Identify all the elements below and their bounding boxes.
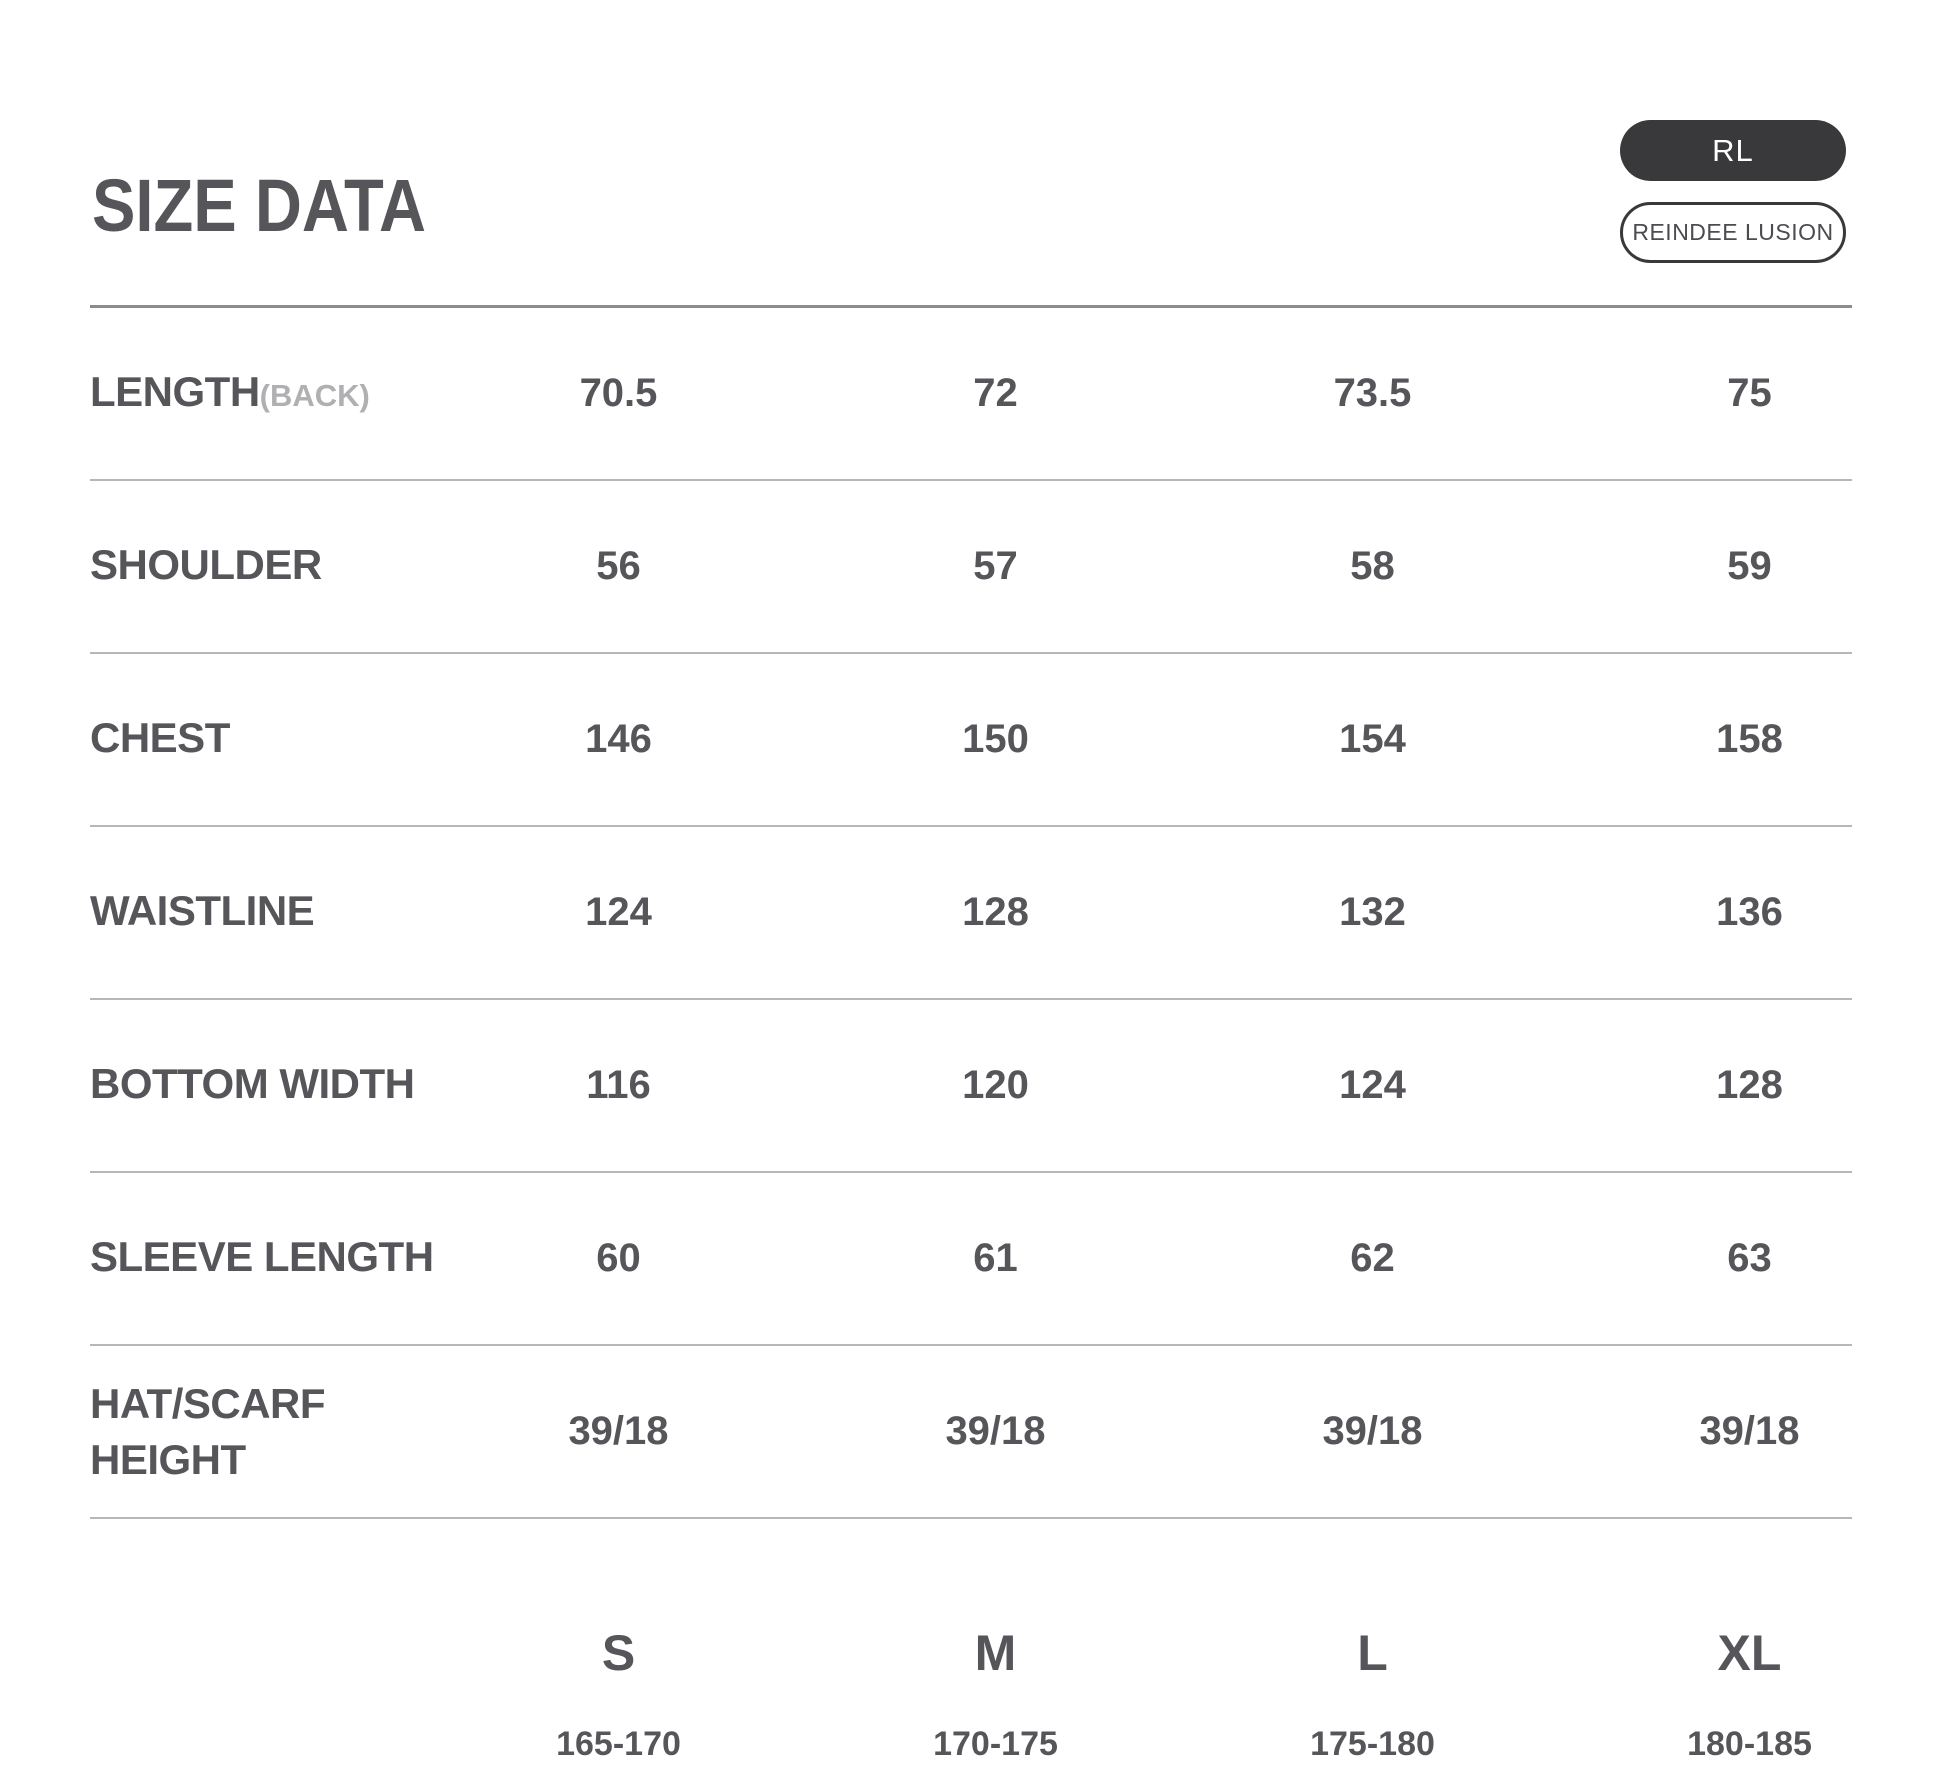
row-value: 39/18	[1699, 1409, 1800, 1453]
row-label: LENGTH(BACK)	[90, 366, 430, 422]
row-value: 124	[1339, 1063, 1406, 1107]
brand-badge: REINDEE LUSION	[1620, 202, 1846, 263]
row-label-line: SHOULDER	[90, 540, 322, 588]
size-name: M	[974, 1625, 1017, 1681]
row-value: 62	[1350, 1236, 1395, 1280]
size-height-range: 175-180	[1310, 1725, 1435, 1763]
size-legend-spacer	[90, 1519, 430, 1764]
row-value: 63	[1727, 1236, 1772, 1280]
row-value: 58	[1350, 544, 1395, 588]
row-label: WAISTLINE	[90, 885, 430, 941]
size-height-range: 180-185	[1687, 1725, 1812, 1763]
row-value: 128	[962, 890, 1029, 934]
row-value: 128	[1716, 1063, 1783, 1107]
size-column-s: S 165-170	[430, 1519, 807, 1764]
row-value: 57	[973, 544, 1018, 588]
size-name: L	[1357, 1625, 1388, 1681]
row-label-suffix: (BACK)	[259, 377, 370, 413]
size-legend: S 165-170 M 170-175 L 175-180 XL 180-185	[90, 1519, 1946, 1764]
size-column-l: L 175-180	[1184, 1519, 1561, 1764]
size-name: S	[601, 1625, 636, 1681]
brand-badge-label: REINDEE LUSION	[1632, 219, 1834, 245]
table-row-bottom-width: BOTTOM WIDTH 116 120 124 128	[90, 1000, 1946, 1171]
row-label: HAT/SCARF HEIGHT	[90, 1378, 430, 1486]
row-value: 39/18	[568, 1409, 669, 1453]
row-value: 150	[962, 717, 1029, 761]
row-label-line: LENGTH(BACK)	[90, 367, 370, 415]
divider	[90, 998, 1852, 1000]
row-label: CHEST	[90, 712, 430, 768]
row-label: SLEEVE LENGTH	[90, 1231, 434, 1287]
row-value: 39/18	[1322, 1409, 1423, 1453]
row-label: SHOULDER	[90, 539, 430, 595]
rl-badge-label: RL	[1712, 132, 1754, 168]
row-value: 146	[585, 717, 652, 761]
row-value: 73.5	[1333, 371, 1412, 415]
size-height-range: 170-175	[933, 1725, 1058, 1763]
row-value: 75	[1727, 371, 1772, 415]
row-label-line: BOTTOM WIDTH	[90, 1059, 415, 1107]
divider	[90, 1171, 1852, 1173]
size-column-xl: XL 180-185	[1561, 1519, 1938, 1764]
table-row-hat-scarf-height: HAT/SCARF HEIGHT 39/18 39/18 39/18 39/18	[90, 1346, 1946, 1517]
row-value: 124	[585, 890, 652, 934]
rl-badge: RL	[1620, 120, 1846, 181]
table-row-sleeve-length: SLEEVE LENGTH 60 61 62 63	[90, 1173, 1946, 1344]
page-title: SIZE DATA	[92, 164, 427, 247]
row-label-line: WAISTLINE	[90, 886, 315, 934]
row-value: 70.5	[579, 371, 658, 415]
row-value: 158	[1716, 717, 1783, 761]
row-value: 132	[1339, 890, 1406, 934]
row-value: 39/18	[945, 1409, 1046, 1453]
size-table: LENGTH(BACK) 70.5 72 73.5 75 SHOULDER 56…	[90, 305, 1946, 1519]
row-value: 59	[1727, 544, 1772, 588]
row-value: 116	[586, 1063, 651, 1107]
row-value: 56	[596, 544, 641, 588]
row-value: 61	[973, 1236, 1018, 1280]
size-name: XL	[1717, 1625, 1782, 1681]
row-value: 136	[1716, 890, 1783, 934]
table-row-shoulder: SHOULDER 56 57 58 59	[90, 481, 1946, 652]
row-label-line: HAT/SCARF	[90, 1379, 326, 1427]
divider	[90, 652, 1852, 654]
divider	[90, 825, 1852, 827]
row-label-line: SLEEVE LENGTH	[90, 1232, 434, 1280]
row-value: 72	[973, 371, 1018, 415]
row-value: 120	[962, 1063, 1029, 1107]
divider	[90, 479, 1852, 481]
size-column-m: M 170-175	[807, 1519, 1184, 1764]
divider	[90, 305, 1852, 308]
divider	[90, 1344, 1852, 1346]
row-label-line: HEIGHT	[90, 1435, 246, 1483]
divider	[90, 1517, 1852, 1519]
table-row-chest: CHEST 146 150 154 158	[90, 654, 1946, 825]
row-label-line: CHEST	[90, 713, 230, 761]
size-height-range: 165-170	[556, 1725, 681, 1763]
table-row-waistline: WAISTLINE 124 128 132 136	[90, 827, 1946, 998]
row-label: BOTTOM WIDTH	[90, 1058, 430, 1114]
table-row-length: LENGTH(BACK) 70.5 72 73.5 75	[90, 308, 1946, 479]
row-value: 60	[596, 1236, 641, 1280]
row-value: 154	[1339, 717, 1406, 761]
